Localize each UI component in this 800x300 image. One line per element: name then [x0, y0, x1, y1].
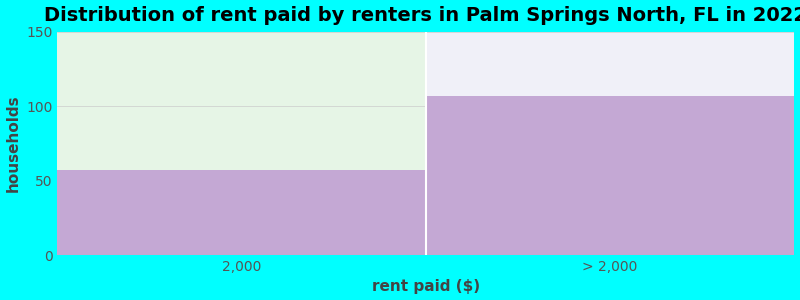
Title: Distribution of rent paid by renters in Palm Springs North, FL in 2022: Distribution of rent paid by renters in …: [44, 6, 800, 25]
Bar: [58, 32, 426, 255]
X-axis label: rent paid ($): rent paid ($): [372, 279, 480, 294]
Bar: [426, 32, 794, 255]
Y-axis label: households: households: [6, 94, 21, 192]
Bar: [58, 170, 426, 255]
Bar: [426, 96, 794, 255]
